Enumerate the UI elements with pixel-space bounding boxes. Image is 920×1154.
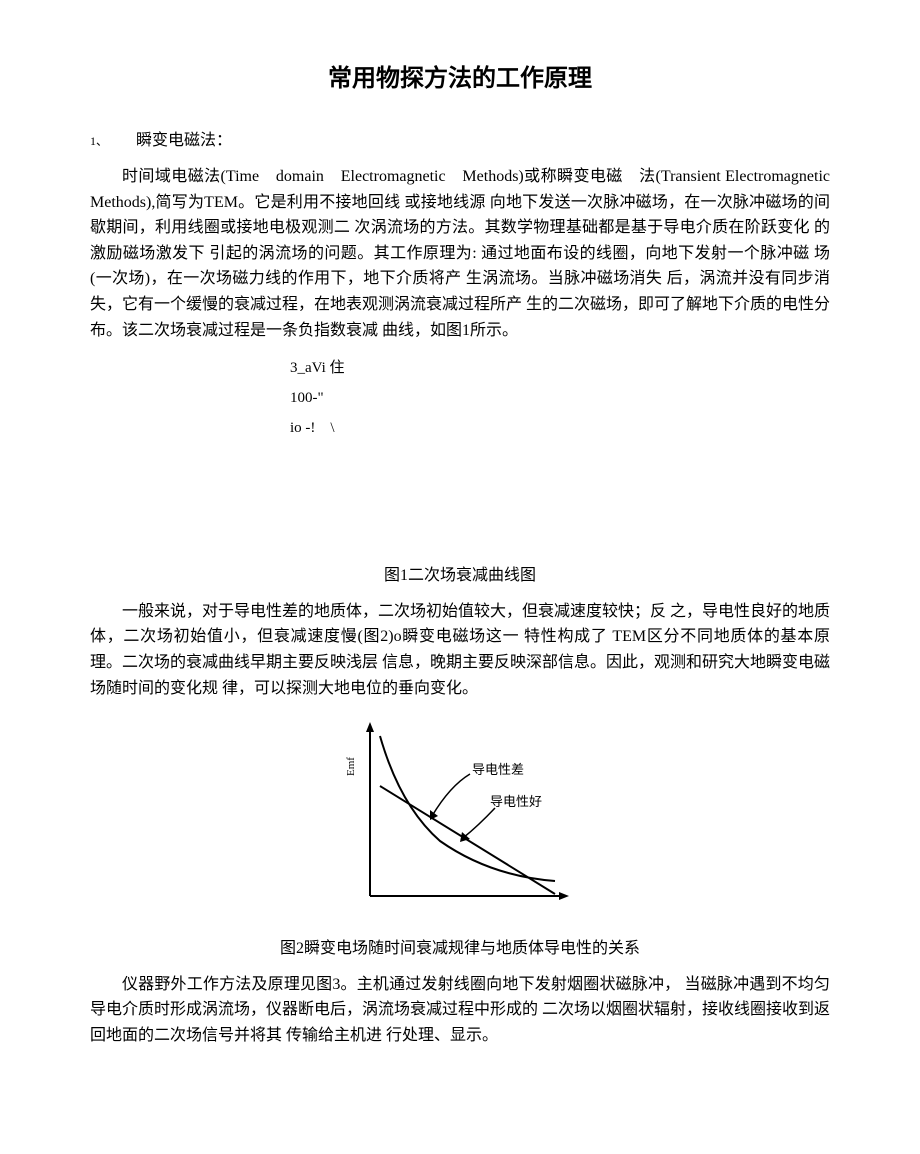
figure-1-placeholder: 3_aVi 住 100-" io -! \ xyxy=(290,353,830,443)
fig1-line1: 3_aVi 住 xyxy=(290,353,830,383)
section-1-heading-text: 瞬变电磁法： xyxy=(136,132,232,149)
page-title: 常用物探方法的工作原理 xyxy=(90,60,830,98)
label-bad-conductor: 导电性差 xyxy=(472,762,524,777)
paragraph-2: 一般来说，对于导电性差的地质体，二次场初始值较大，但衰减速度较快；反 之，导电性… xyxy=(90,599,830,701)
y-axis-arrow xyxy=(366,722,374,732)
x-axis-arrow xyxy=(559,892,569,900)
figure-2-chart: Emf 导电性差 导电性好 xyxy=(340,716,580,916)
pointer-good xyxy=(463,808,495,838)
label-good-conductor: 导电性好 xyxy=(490,794,542,809)
figure-2-caption: 图2瞬变电场随时间衰减规律与地质体导电性的关系 xyxy=(90,936,830,962)
fig1-line2: 100-" xyxy=(290,383,830,413)
section-1-heading: 1、 瞬变电磁法： xyxy=(90,128,830,154)
pointer-bad xyxy=(432,774,470,816)
paragraph-1: 时间域电磁法(Time domain Electromagnetic Metho… xyxy=(90,164,830,343)
section-1-number: 1、 xyxy=(90,134,108,148)
paragraph-3: 仪器野外工作方法及原理见图3。主机通过发射线圈向地下发射烟圈状磁脉冲， 当磁脉冲… xyxy=(90,972,830,1049)
figure-1-space xyxy=(90,453,830,543)
y-axis-label: Emf xyxy=(345,757,357,776)
fig1-line3: io -! \ xyxy=(290,413,830,443)
figure-1-caption: 图1二次场衰减曲线图 xyxy=(90,563,830,589)
